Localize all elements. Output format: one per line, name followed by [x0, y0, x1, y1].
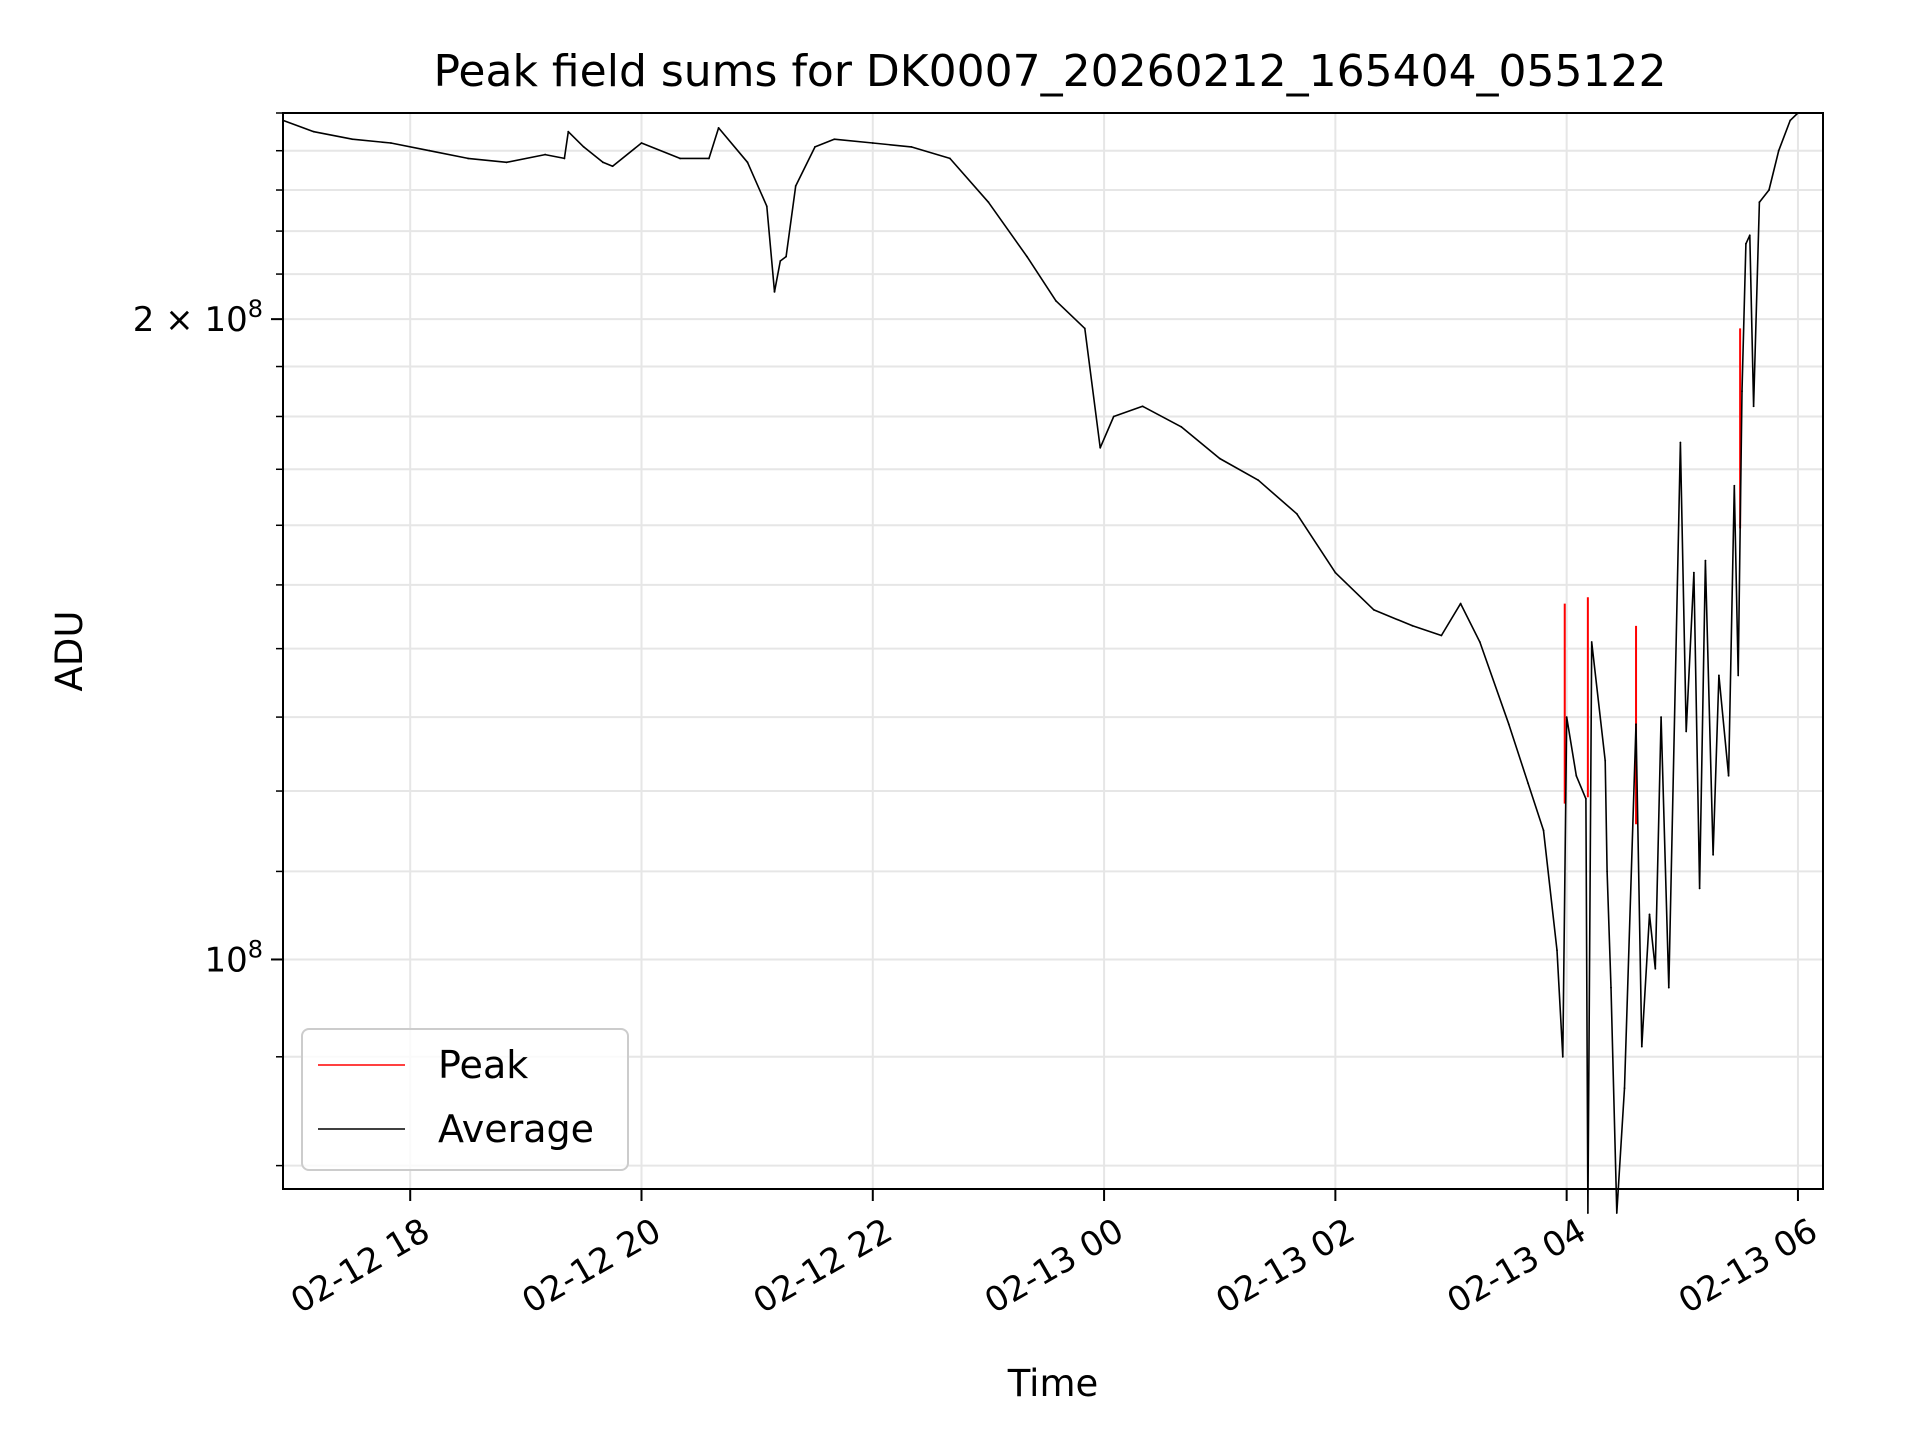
average-point: [1527, 782, 1530, 785]
average-point: [1704, 559, 1707, 562]
average-point: [544, 153, 547, 156]
average-point: [1585, 797, 1587, 800]
average-point: [1635, 723, 1637, 726]
average-point: [1737, 674, 1740, 677]
average-point: [1099, 446, 1102, 449]
y-tick-label: 2 × 108: [133, 295, 263, 340]
average-point: [1604, 759, 1607, 762]
average-point: [1507, 723, 1510, 726]
average-point: [1623, 1087, 1626, 1090]
average-point: [351, 138, 354, 141]
average-point: [1556, 949, 1558, 952]
average-point: [1083, 327, 1086, 330]
average-point: [1586, 1212, 1589, 1214]
average-point: [987, 201, 990, 204]
average-point: [1648, 913, 1651, 916]
average-point: [1575, 774, 1578, 777]
average-point: [1679, 441, 1682, 444]
average-point: [765, 205, 768, 208]
average-point: [1698, 887, 1701, 890]
average-point: [1054, 299, 1057, 302]
average-point: [1745, 242, 1747, 245]
average-point: [1026, 255, 1028, 258]
average-point: [1218, 457, 1221, 460]
average-point: [833, 138, 836, 141]
average-point: [1411, 624, 1414, 627]
average-point: [1685, 730, 1688, 733]
average-point: [910, 145, 913, 148]
average-point: [567, 130, 570, 133]
average-point: [1712, 853, 1715, 856]
chart-title: Peak field sums for DK0007_20260212_1654…: [433, 46, 1666, 97]
average-point: [1257, 479, 1260, 482]
average-point: [1565, 716, 1568, 718]
average-point: [640, 142, 643, 144]
average-point: [679, 157, 681, 160]
average-point: [1748, 234, 1751, 237]
average-point: [1373, 608, 1375, 611]
average-point: [1741, 390, 1743, 393]
average-point: [1561, 1055, 1564, 1058]
average-point: [1654, 967, 1657, 970]
average-point: [1542, 829, 1545, 832]
average-point: [948, 157, 951, 160]
plot-lines: [282, 112, 1824, 1214]
average-point: [794, 185, 797, 187]
average-point: [708, 157, 710, 160]
average-point: [563, 157, 566, 160]
average-point: [1479, 641, 1481, 643]
average-point: [1590, 641, 1593, 643]
average-point: [785, 255, 787, 258]
average-point: [390, 142, 392, 144]
y-axis-label: ADU: [48, 611, 91, 692]
average-point: [1459, 602, 1462, 605]
legend-peak-label: Peak: [438, 1043, 528, 1087]
average-point: [602, 161, 604, 164]
average-point: [1692, 571, 1695, 574]
average-point: [1141, 405, 1144, 408]
average-point: [1610, 986, 1612, 989]
average-point: [779, 260, 782, 262]
average-point: [1440, 634, 1443, 637]
legend: Peak Average: [301, 1028, 629, 1171]
average-point: [467, 157, 469, 160]
y-axis: 2 × 108 108: [133, 112, 283, 1167]
average-point: [1334, 571, 1337, 574]
average-point: [1727, 774, 1730, 777]
average-point: [773, 290, 776, 293]
average-point: [1667, 986, 1670, 989]
average-point: [505, 161, 508, 164]
legend-average-label: Average: [438, 1107, 594, 1151]
average-point: [814, 145, 816, 148]
average-point: [582, 145, 585, 148]
average-point: [312, 130, 315, 133]
average-point: [1660, 716, 1662, 718]
average-point: [1768, 189, 1770, 191]
average-point: [611, 165, 614, 168]
average-point: [1112, 415, 1115, 418]
average-line: [282, 112, 1823, 1214]
average-point: [717, 127, 720, 129]
plot-frame: [282, 112, 1824, 1190]
average-point: [1752, 405, 1755, 408]
average-point: [428, 149, 431, 152]
y-tick-label: 108: [204, 935, 263, 980]
average-point: [1615, 1212, 1618, 1214]
x-axis-label: Time: [1007, 1362, 1099, 1405]
average-point: [1758, 201, 1761, 204]
average-point: [1718, 674, 1720, 677]
average-point: [746, 161, 749, 164]
average-point: [1733, 484, 1736, 487]
average-point: [1789, 119, 1792, 122]
average-point: [871, 142, 874, 144]
average-point: [1606, 870, 1609, 873]
average-point: [1777, 149, 1780, 152]
average-point: [1295, 512, 1298, 515]
average-point: [1640, 1045, 1643, 1048]
average-point: [1180, 425, 1183, 428]
